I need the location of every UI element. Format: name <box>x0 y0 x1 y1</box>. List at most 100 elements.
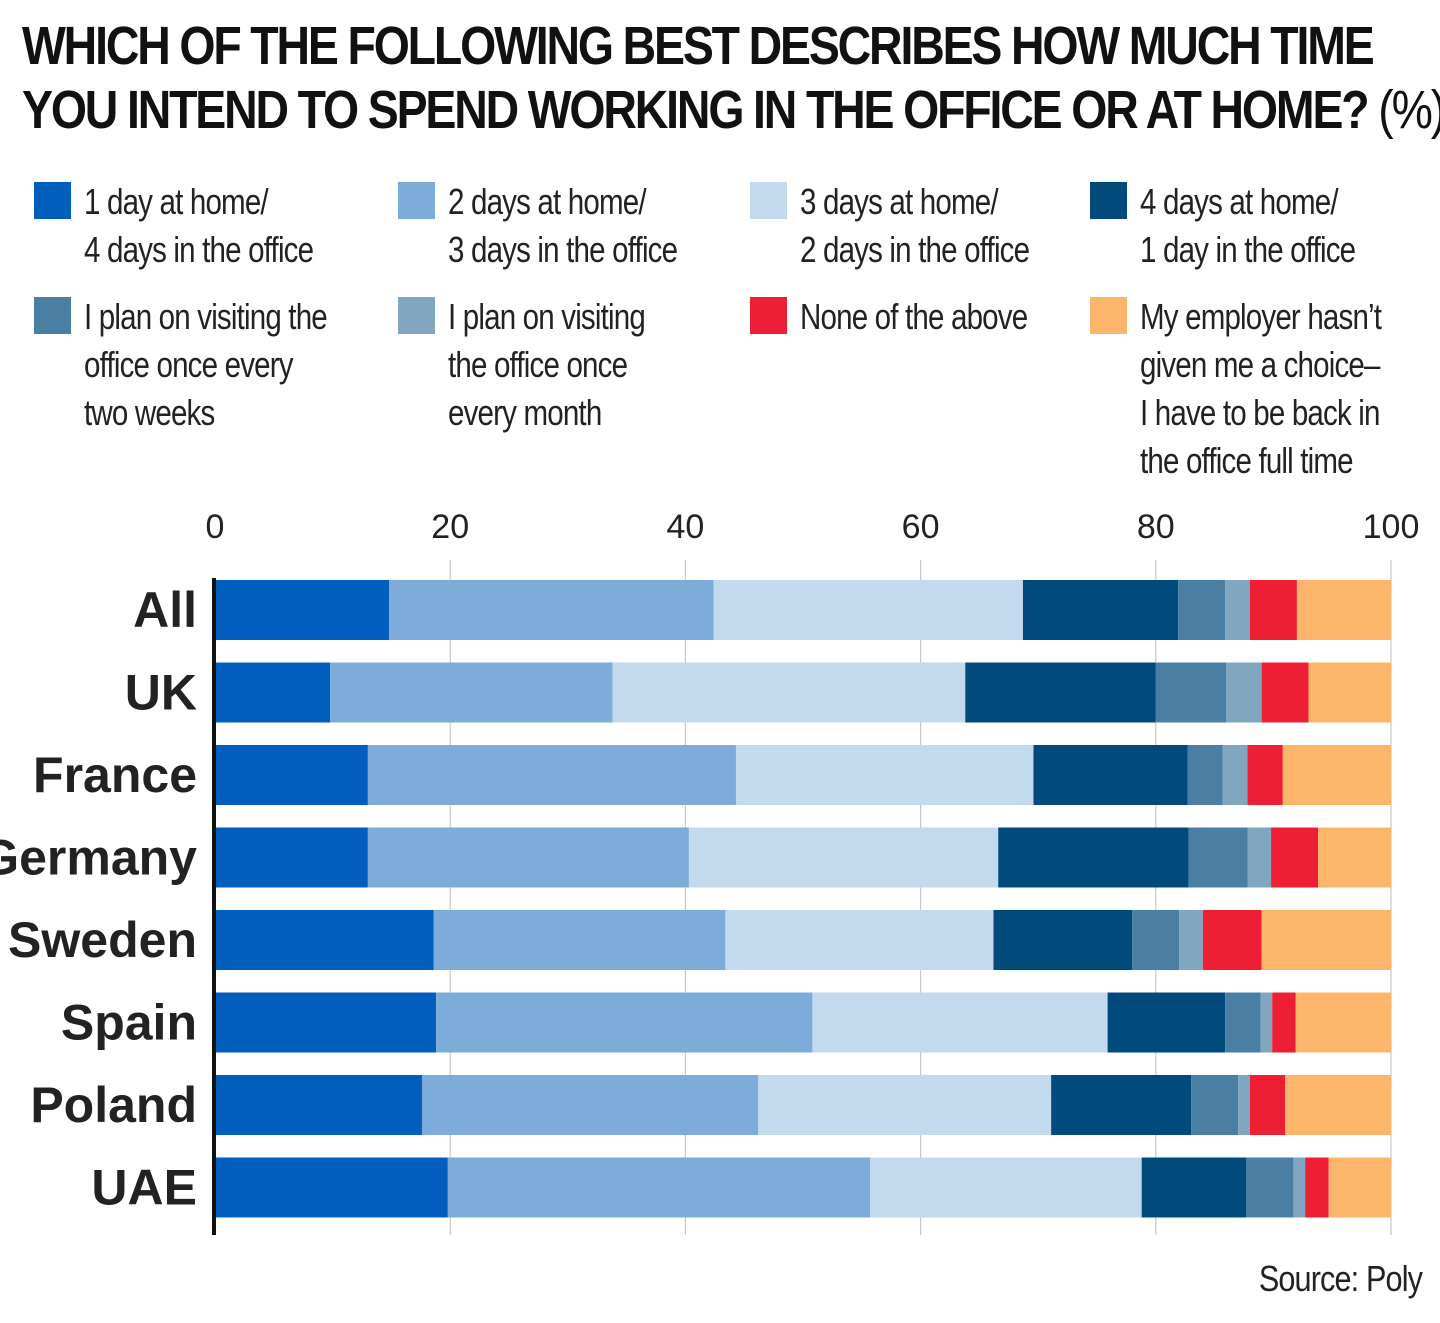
bar-segment <box>1296 580 1391 640</box>
bar-segment <box>998 827 1189 888</box>
bar-segment <box>215 662 331 723</box>
bar-segment <box>1191 1075 1239 1135</box>
bar-segment <box>447 1157 871 1218</box>
bar-segment <box>1178 580 1226 640</box>
bar-segment <box>1107 992 1226 1053</box>
legend-swatch <box>750 297 787 334</box>
bar-segment <box>1249 580 1297 640</box>
bar-segment <box>1187 745 1223 805</box>
legend-label: I plan on visiting the office once every… <box>448 296 646 433</box>
bar-segment <box>1247 827 1272 888</box>
legend-swatch <box>34 182 71 219</box>
bar-segment <box>735 745 1034 805</box>
category-label: Spain <box>61 995 197 1051</box>
x-tick-label: 100 <box>1363 508 1420 546</box>
bar-segment <box>688 827 999 888</box>
title-line-1: WHICH OF THE FOLLOWING BEST DESCRIBES HO… <box>22 16 1375 76</box>
title-line-2-text: YOU INTEND TO SPEND WORKING IN THE OFFIC… <box>22 80 1370 140</box>
bar-segment <box>421 1075 759 1135</box>
title-unit: (%) <box>1378 80 1440 140</box>
bar-segment <box>215 827 368 888</box>
bar-segment <box>1246 1157 1294 1218</box>
bar-segment <box>1249 1075 1286 1135</box>
x-tick-label: 60 <box>902 508 940 546</box>
bar-segment <box>330 662 613 723</box>
legend-swatch <box>750 182 787 219</box>
bar-segment <box>1188 827 1248 888</box>
legend-label: 1 day at home/ 4 days in the office <box>84 181 314 270</box>
legend-swatch <box>34 297 71 334</box>
legend-swatch <box>398 297 435 334</box>
x-tick-label: 40 <box>666 508 704 546</box>
bar-segment <box>367 827 689 888</box>
bar-segment <box>1318 827 1391 888</box>
bar-segment <box>215 1157 448 1218</box>
bar-segment <box>1308 662 1391 723</box>
bar-segment <box>713 580 1023 640</box>
bar-segment <box>215 1075 422 1135</box>
x-tick-label: 0 <box>206 508 225 546</box>
bar-segment <box>1022 580 1179 640</box>
legend-swatch <box>1090 297 1127 334</box>
legend-label: 3 days at home/ 2 days in the office <box>800 181 1030 270</box>
bar-segment <box>1033 745 1188 805</box>
bar-segment <box>1141 1157 1247 1218</box>
bar-segment <box>1226 662 1262 723</box>
bar-segment <box>1179 910 1203 970</box>
legend-label: My employer hasn’t given me a choice– I … <box>1140 296 1382 481</box>
bar-segment <box>725 910 994 970</box>
bar-segment <box>1285 1075 1391 1135</box>
bar-segment <box>1238 1075 1250 1135</box>
bar-segment <box>1155 662 1227 723</box>
legend-label: None of the above <box>800 296 1028 337</box>
bar-segment <box>215 745 368 805</box>
bar-segment <box>1225 992 1261 1053</box>
bar-segment <box>389 580 714 640</box>
legend-label: I plan on visiting the office once every… <box>84 296 328 433</box>
bar-segment <box>1132 910 1180 970</box>
bar-segment <box>993 910 1133 970</box>
bar-segment <box>1261 910 1391 970</box>
bar-segment <box>215 992 437 1053</box>
bar-segment <box>367 745 736 805</box>
category-label: All <box>133 582 197 638</box>
bar-segment <box>1305 1157 1329 1218</box>
bar-segment <box>1202 910 1262 970</box>
bar-segment <box>1282 745 1391 805</box>
bar-segment <box>1261 662 1309 723</box>
category-label: Germany <box>0 830 197 886</box>
category-label: Poland <box>30 1077 197 1133</box>
source-note: Source: Poly <box>1258 1258 1423 1299</box>
chart-title: WHICH OF THE FOLLOWING BEST DESCRIBES HO… <box>22 14 1440 142</box>
bar-segment <box>1051 1075 1192 1135</box>
bar-segment <box>1293 1157 1306 1218</box>
bar-segment <box>1271 827 1319 888</box>
category-label: Sweden <box>8 912 197 968</box>
legend-label: 4 days at home/ 1 day in the office <box>1140 181 1356 270</box>
x-tick-label: 20 <box>431 508 469 546</box>
legend-swatch <box>1090 182 1127 219</box>
bar-segment <box>1260 992 1273 1053</box>
bar-segment <box>612 662 966 723</box>
bar-segment <box>965 662 1156 723</box>
bar-segment <box>1295 992 1391 1053</box>
stacked-bar-chart: 0 20 40 60 80 100 All UK France Germany Sweden Spai… <box>0 508 1420 1235</box>
bar-segment <box>215 910 434 970</box>
bar-segment <box>433 910 726 970</box>
bar-segment <box>1225 580 1250 640</box>
bar-segment <box>812 992 1108 1053</box>
bar-segment <box>1272 992 1296 1053</box>
bar-segment <box>1328 1157 1391 1218</box>
bar-segment <box>1247 745 1283 805</box>
title-line-2: YOU INTEND TO SPEND WORKING IN THE OFFIC… <box>22 78 1440 142</box>
bar-segment <box>758 1075 1052 1135</box>
bar-segment <box>215 580 390 640</box>
category-label: France <box>33 747 197 803</box>
legend-label: 2 days at home/ 3 days in the office <box>448 181 678 270</box>
category-label: UK <box>125 665 197 721</box>
bar-segment <box>1222 745 1248 805</box>
category-label: UAE <box>91 1160 197 1216</box>
x-tick-label: 80 <box>1137 508 1175 546</box>
bar-segment <box>870 1157 1142 1218</box>
legend-swatch <box>398 182 435 219</box>
